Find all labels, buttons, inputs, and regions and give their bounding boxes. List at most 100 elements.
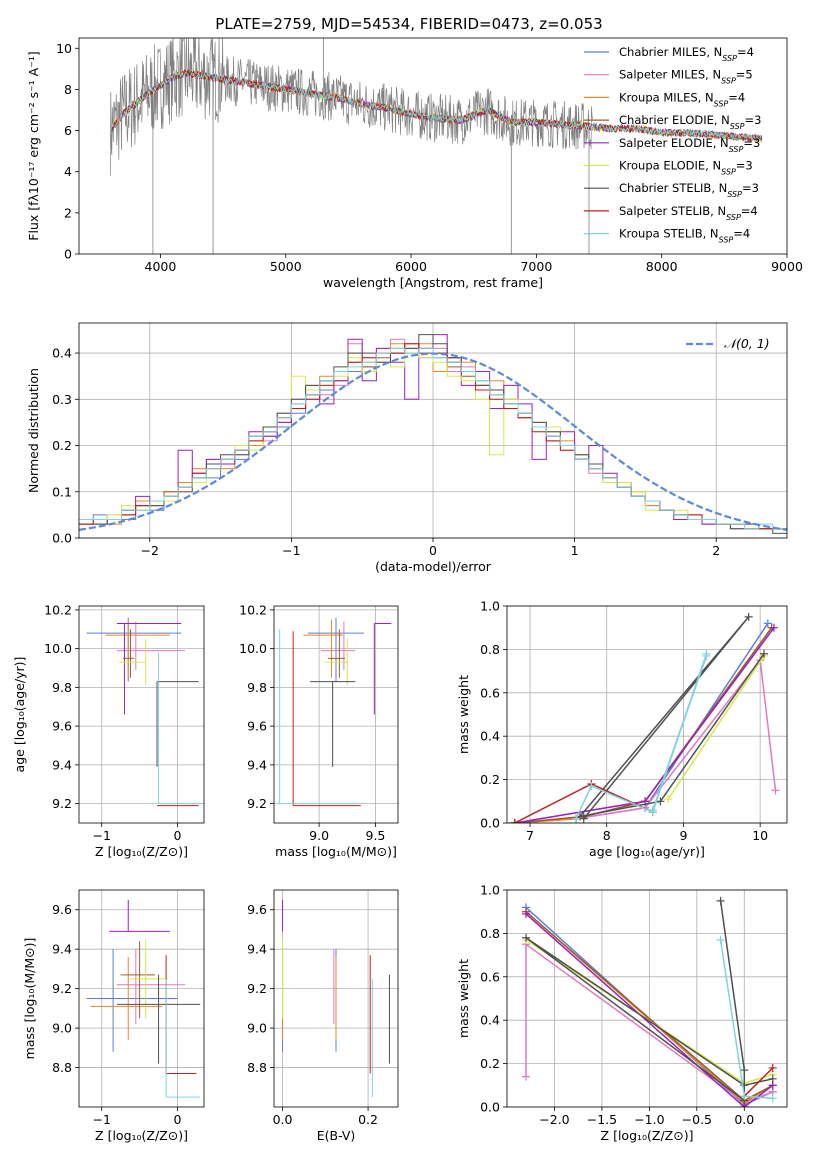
legend-entry: Kroupa STELIB, NSSP=4	[619, 227, 750, 245]
errorbar-salpeter-miles	[116, 949, 186, 1025]
legend-entry: Kroupa ELODIE, NSSP=3	[619, 159, 753, 177]
legend-entry: Salpeter MILES, NSSP=5	[619, 68, 753, 86]
y-tick-label: 0.6	[480, 969, 500, 984]
x-tick-label: 0.0	[734, 1112, 754, 1127]
y-tick-label: 10	[56, 41, 72, 56]
errorbar-salpeter-elodie	[109, 899, 170, 932]
data-point	[768, 1063, 777, 1072]
x-tick-label: 4000	[145, 259, 177, 274]
axes-mass-weight-vs-Z: −2.0 −1.5 −1.0 −0.5 0.0 0.0 0.2 0.4 0.6 0.8 1.0 Z […	[456, 883, 788, 1143]
x-tick-label: −2.0	[539, 1112, 569, 1127]
data-point	[771, 786, 780, 795]
data-point	[768, 1074, 777, 1083]
axes-frame	[78, 37, 788, 255]
data-point	[769, 623, 778, 632]
data-point	[648, 805, 657, 814]
series-line	[514, 627, 775, 823]
y-tick-label: 0.2	[480, 772, 500, 787]
plot-area	[521, 896, 777, 1107]
data-point	[587, 782, 596, 791]
data-point	[521, 909, 530, 918]
legend-entry: Chabrier ELODIE, NSSP=3	[619, 113, 761, 131]
x-tick-label: 5000	[270, 259, 302, 274]
gridlines	[79, 890, 204, 1107]
y-tick-label: 9.2	[52, 796, 72, 811]
x-tick-label: −1	[93, 828, 111, 843]
y-tick-label: 9.4	[247, 942, 267, 957]
axes-age-vs-mass: 9.0 9.5 9.2 9.4 9.6 9.8 10.0 10.2 mass [log₁₀(M/…	[239, 602, 399, 859]
model-spectrum-salpeter-stelib	[109, 68, 763, 143]
x-tick-label: 0.0	[273, 1112, 293, 1127]
y-tick-label: 9.0	[52, 1021, 72, 1036]
y-axis-label: mass [log₁₀(M/M⊙)]	[22, 938, 37, 1060]
series-line	[525, 913, 774, 1107]
axes-age-vs-Z: −1 0 9.2 9.4 9.6 9.8 10.0 10.2 Z [log₁₀(Z/Z⊙)] ag…	[12, 602, 205, 859]
errorbar-salpeter-stelib	[165, 955, 197, 1074]
axes-frame	[78, 889, 205, 1108]
x-axis-label: Z [log₁₀(Z/Z⊙)]	[95, 1128, 188, 1143]
legend-entry: Salpeter STELIB, NSSP=4	[619, 204, 758, 222]
series-kroupa-miles	[510, 623, 776, 823]
y-tick-label: 0.2	[480, 1056, 500, 1071]
axes-frame	[273, 889, 399, 1108]
histogram-kroupa-stelib	[79, 347, 787, 530]
x-tick-label: −0.5	[682, 1112, 712, 1127]
figure-title: PLATE=2759, MJD=54534, FIBERID=0473, z=0…	[215, 15, 602, 33]
y-tick-label: 0.8	[480, 926, 500, 941]
errorbar-chabrier-elodie	[328, 629, 346, 678]
series-line	[667, 655, 765, 800]
x-tick-label: 9	[679, 828, 687, 843]
series-kroupa-stelib	[572, 649, 711, 823]
y-tick-label: 0.6	[480, 685, 500, 700]
legend-entry: 𝒩(0, 1)	[724, 336, 770, 351]
data-point	[716, 935, 725, 944]
errorbar-chabrier-stelib	[156, 681, 199, 767]
y-axis-label: Normed distribution	[26, 368, 41, 493]
y-tick-label: 1.0	[480, 599, 500, 614]
y-tick-label: 0.3	[52, 392, 72, 407]
y-axis-label: mass weight	[456, 959, 471, 1038]
series-kroupa-stelib	[716, 935, 777, 1103]
axes-frame	[506, 889, 788, 1108]
data-point	[521, 933, 530, 942]
y-tick-label: 0.2	[52, 438, 72, 453]
errorbar-chabrier-elodie	[120, 941, 155, 1019]
x-tick-label: 10	[752, 828, 768, 843]
y-tick-label: 9.2	[52, 981, 72, 996]
x-tick-label: −1	[93, 1112, 111, 1127]
series-line	[575, 653, 708, 820]
series-chabrier-elodie	[510, 623, 776, 823]
y-tick-label: 9.8	[247, 680, 267, 695]
x-tick-label: 1	[571, 543, 579, 558]
y-axis-label: mass weight	[456, 675, 471, 754]
y-tick-label: 0	[64, 247, 72, 262]
y-tick-label: 8	[64, 82, 72, 97]
axes-residuals: −2 −1 0 1 2 0.0 0.1 0.2 0.3 0.4 (data-model)/error…	[26, 322, 788, 574]
errorbar-kroupa-elodie	[324, 638, 348, 686]
axes-mass-vs-Z: −1 0 8.8 9.0 9.2 9.4 9.6 Z [log₁₀(Z/Z⊙)] mass [l…	[22, 889, 205, 1143]
errorbar-salpeter-elodie	[116, 622, 182, 715]
x-tick-label: 6000	[395, 259, 427, 274]
y-tick-label: 9.0	[247, 1021, 267, 1036]
plot-area	[86, 617, 201, 807]
errorbar-kroupa-miles	[105, 619, 170, 678]
errorbar-kroupa-stelib	[279, 629, 359, 805]
x-tick-label: 9000	[771, 259, 803, 274]
x-tick-label: 0	[429, 543, 437, 558]
legend-entry: Kroupa MILES, NSSP=4	[619, 90, 745, 108]
y-tick-label: 6	[64, 123, 72, 138]
plot-area	[282, 899, 390, 1098]
plot-area	[109, 38, 763, 254]
errorbar-kroupa-miles	[90, 957, 163, 1040]
y-tick-label: 2	[64, 205, 72, 220]
axes-frame	[78, 322, 788, 539]
series-kroupa-elodie	[664, 651, 768, 804]
x-axis-label: E(B-V)	[317, 1128, 356, 1143]
series-line	[525, 900, 773, 1102]
x-axis-label: Z [log₁₀(Z/Z⊙)]	[95, 844, 188, 859]
errorbar-salpeter-stelib	[292, 631, 361, 807]
y-tick-label: 9.6	[52, 719, 72, 734]
axes-frame	[506, 605, 788, 824]
plot-area	[86, 899, 201, 1098]
